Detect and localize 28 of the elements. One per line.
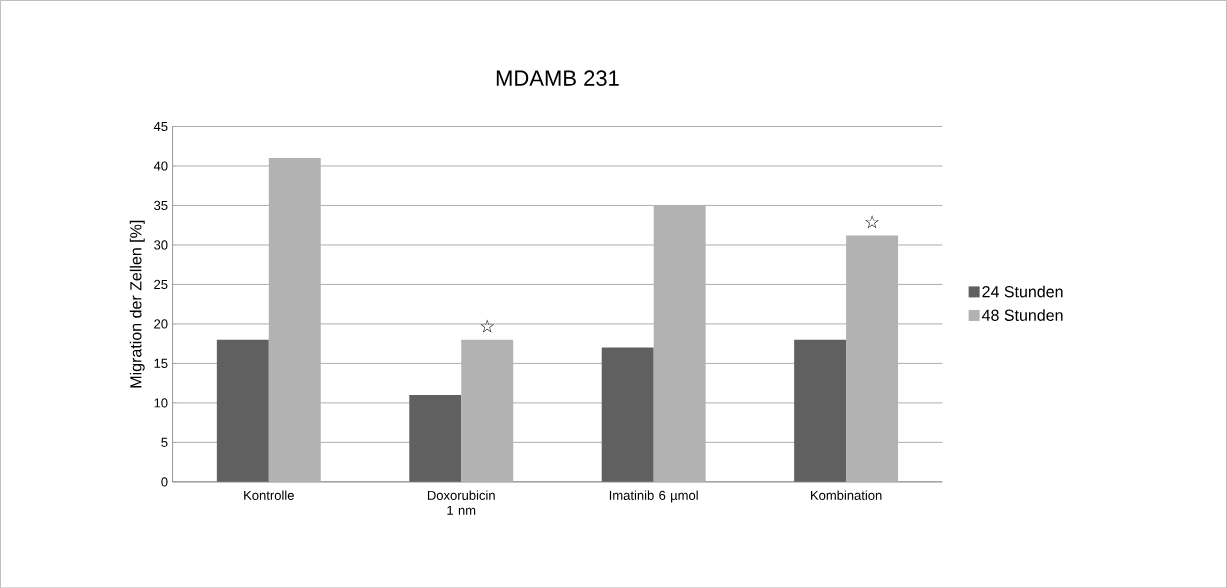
x-tick-label: Imatinib 6 µmol: [609, 490, 698, 503]
bar: [794, 339, 847, 482]
x-tick-label: Kontrolle: [244, 490, 294, 500]
annotation: ☆: [480, 319, 495, 333]
bar: [409, 394, 462, 482]
y-tick-label: 15: [154, 358, 168, 368]
y-tick-label: 30: [154, 240, 168, 250]
y-tick-label: 25: [154, 279, 168, 289]
bar: [846, 235, 899, 482]
annotation: ☆: [865, 215, 879, 229]
bar: [653, 205, 706, 482]
bar: [216, 339, 269, 482]
x-tick-label: Kombination: [811, 490, 882, 500]
bar: [268, 157, 321, 482]
y-tick-label: 10: [154, 398, 168, 408]
chart-title: MDAMB 231: [496, 70, 619, 86]
legend-label: 24 Stunden: [982, 285, 1063, 298]
y-tick-label: 45: [153, 121, 168, 131]
y-tick-label: 0: [161, 477, 168, 487]
y-tick-label: 35: [154, 200, 168, 210]
y-tick-label: 5: [161, 437, 168, 447]
y-tick-label: 40: [153, 161, 168, 171]
y-axis-title: Migration der Zellen [%]: [129, 220, 145, 388]
y-tick-label: 20: [154, 319, 168, 329]
bar: [601, 347, 654, 482]
bar: [461, 339, 514, 482]
x-tick-label: Doxorubicin 1 nm: [427, 490, 495, 515]
legend-label: 48 Stunden: [982, 309, 1063, 321]
